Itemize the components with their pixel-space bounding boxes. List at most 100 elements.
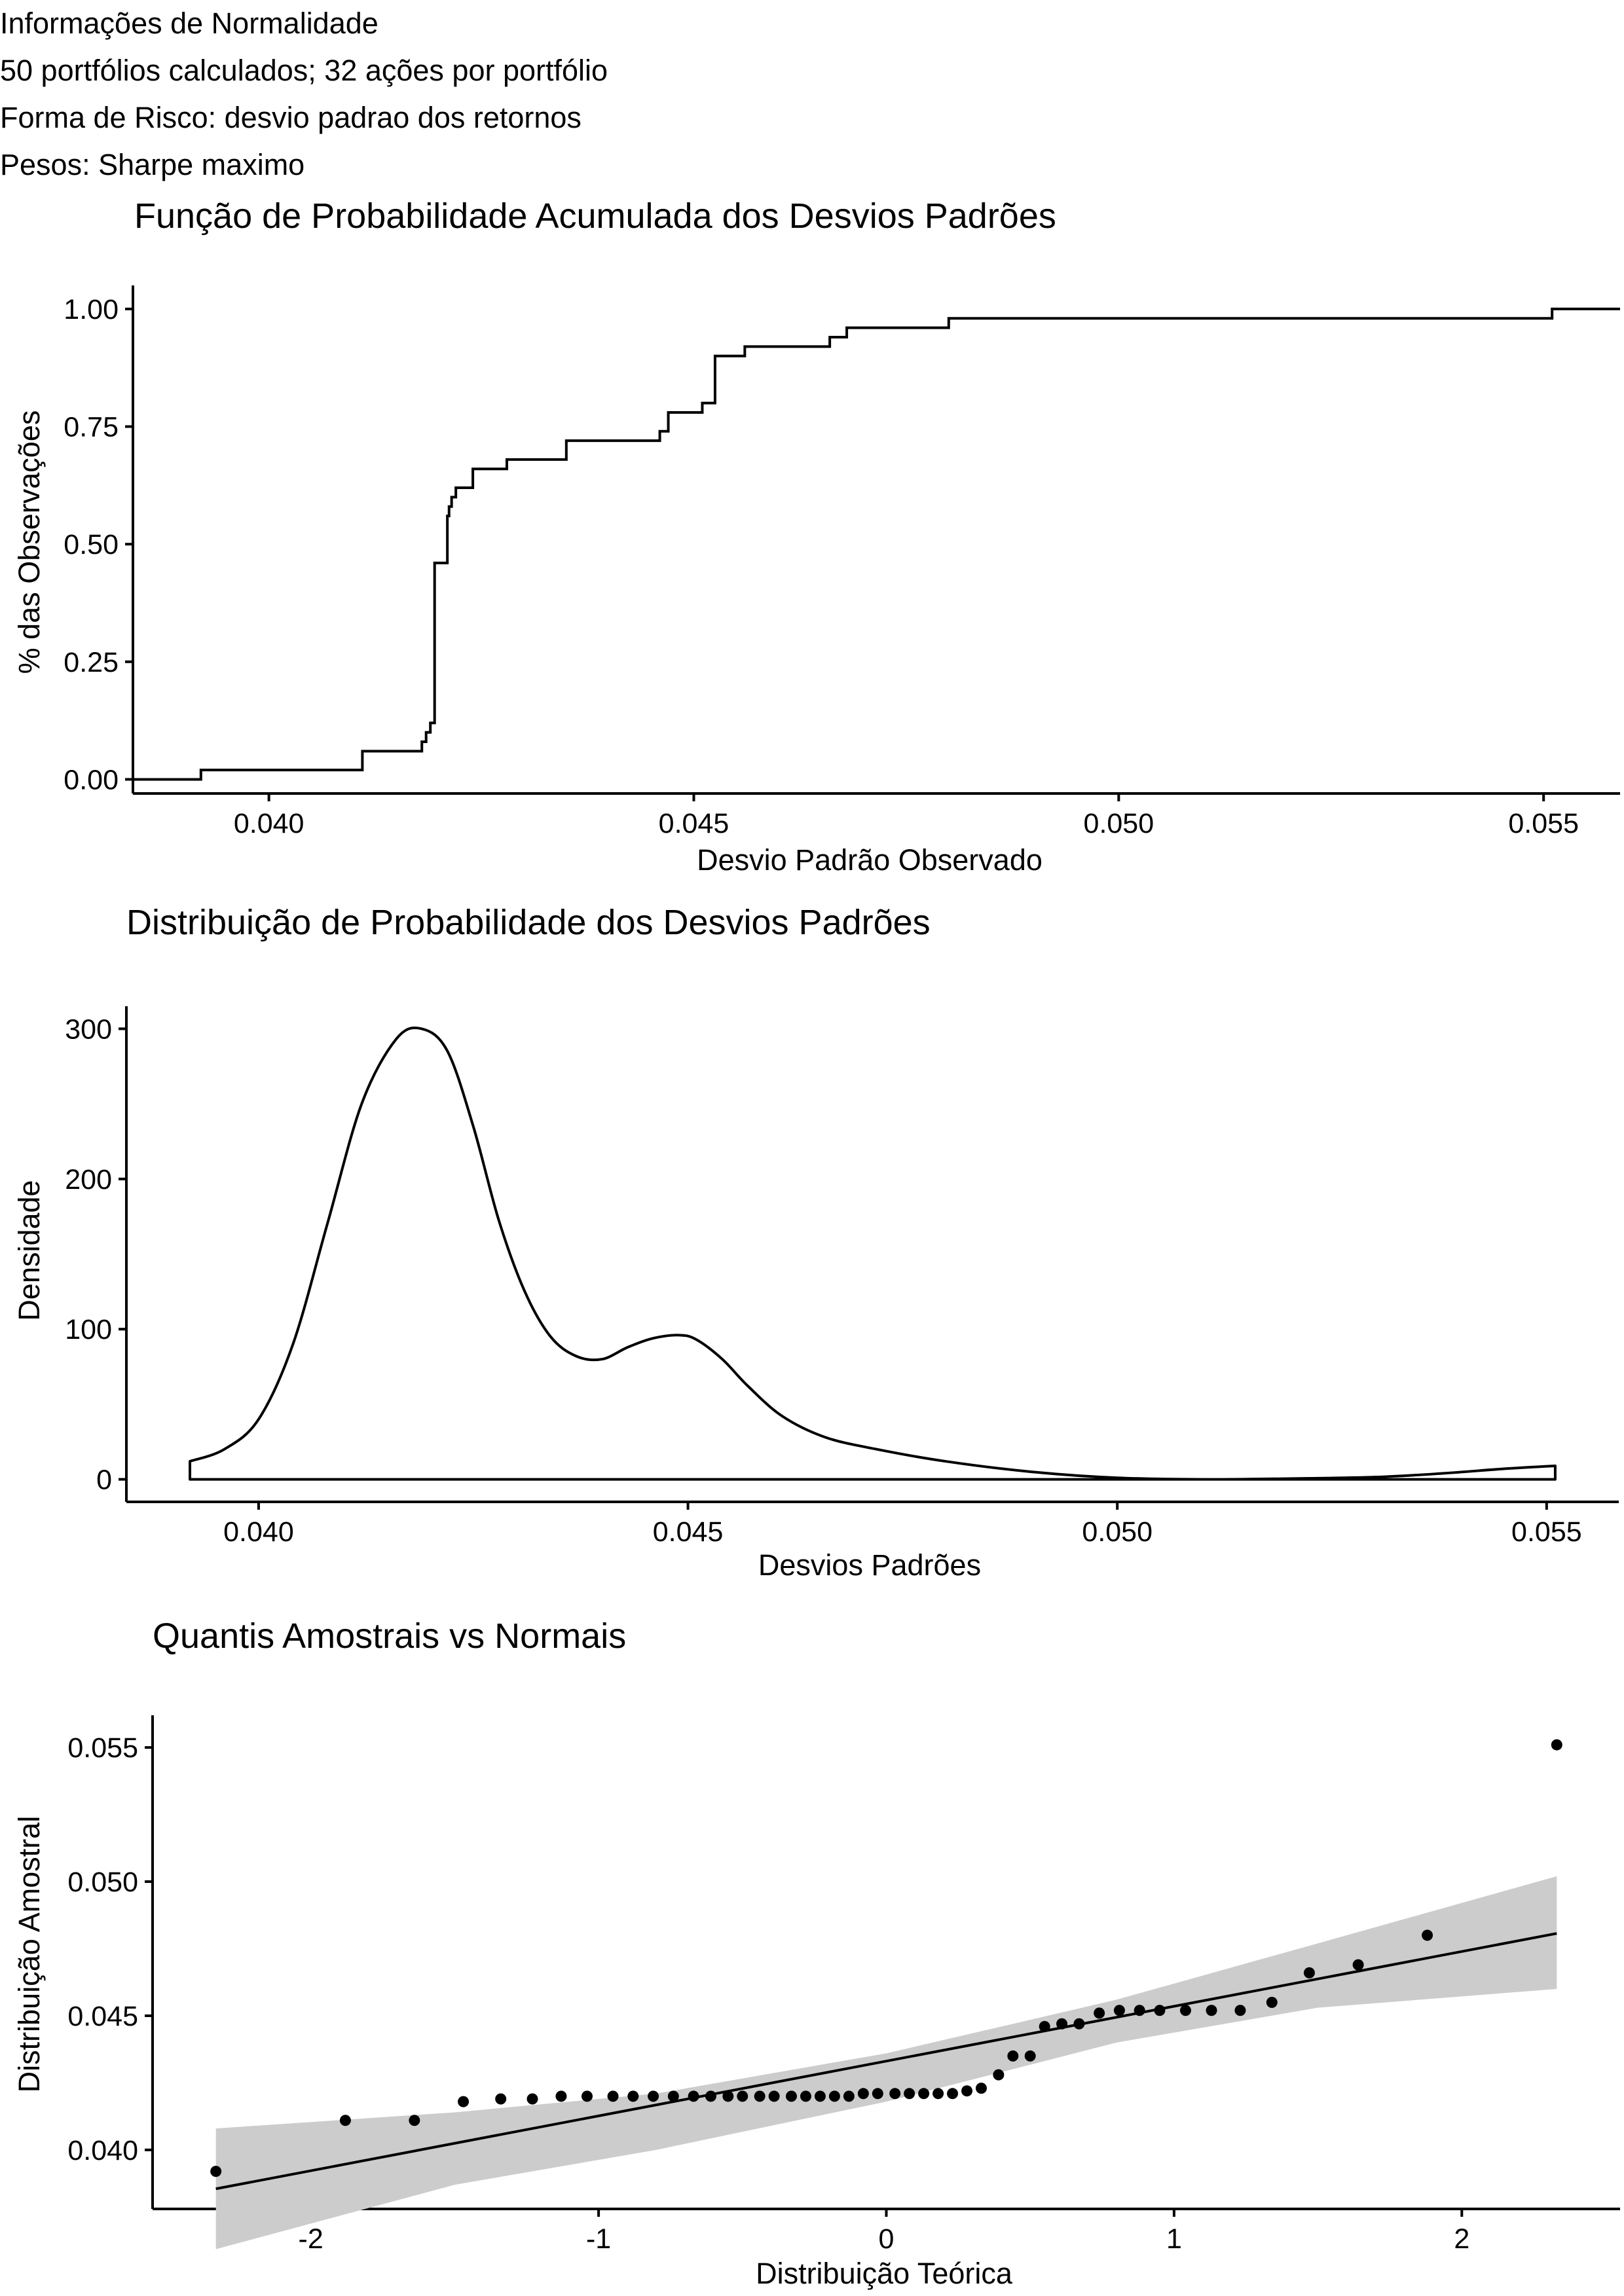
qq-chart: Quantis Amostrais vs Normais Distribuiçã… (12, 1616, 1620, 2290)
info-portfolios: 50 portfólios calculados; 32 ações por p… (0, 54, 608, 87)
density-x-tick-label: 0.040 (223, 1516, 294, 1548)
qq-point (1234, 2005, 1246, 2016)
qq-point (904, 2088, 915, 2100)
qq-point (768, 2090, 780, 2102)
qq-y-axis-label: Distribuição Amostral (12, 1816, 46, 2093)
qq-point (1134, 2005, 1145, 2016)
qq-point (800, 2090, 811, 2102)
info-risk-form: Forma de Risco: desvio padrao dos retorn… (0, 101, 581, 134)
qq-point (1113, 2005, 1125, 2016)
qq-point (785, 2090, 797, 2102)
qq-point (843, 2090, 855, 2102)
ecdf-x-tick-label: 0.055 (1508, 808, 1579, 839)
density-x-tick-label: 0.050 (1082, 1516, 1153, 1548)
qq-reference-line (215, 1932, 1557, 2191)
qq-title: Quantis Amostrais vs Normais (153, 1616, 626, 1656)
qq-point (627, 2090, 639, 2102)
qq-y-tick-label: 0.055 (67, 1732, 138, 1764)
ecdf-y-tick-label: 0.75 (64, 412, 119, 443)
qq-point (1303, 1967, 1315, 1978)
density-title: Distribuição de Probabilidade dos Desvio… (126, 903, 931, 942)
qq-axes: -2 -1 0 1 2 0.040 0.045 0.050 0.055 (67, 1715, 1620, 2255)
qq-point (581, 2090, 593, 2102)
info-title: Informações de Normalidade (0, 7, 378, 40)
ecdf-x-tick-label: 0.045 (659, 808, 729, 839)
qq-x-tick-label: -2 (299, 2223, 323, 2255)
qq-point (754, 2090, 766, 2102)
density-x-tick-label: 0.045 (653, 1516, 724, 1548)
qq-point (828, 2090, 840, 2102)
ecdf-marks (133, 307, 1620, 781)
qq-point (607, 2090, 619, 2102)
ecdf-y-tick-label: 0.25 (64, 647, 119, 678)
qq-point (1024, 2050, 1036, 2062)
qq-point (1266, 1996, 1278, 2008)
qq-x-axis-label: Distribuição Teórica (756, 2257, 1013, 2290)
density-x-axis-label: Desvios Padrões (758, 1548, 981, 1582)
ecdf-axes: 0.040 0.045 0.050 0.055 0.00 0.25 0.50 0.75 1.00 (64, 285, 1620, 839)
qq-point (339, 2115, 351, 2126)
qq-point (857, 2088, 869, 2100)
ecdf-y-axis-label: % das Observações (12, 410, 46, 674)
density-y-tick-label: 100 (65, 1314, 112, 1345)
qq-point (648, 2090, 659, 2102)
qq-point (1551, 1739, 1562, 1751)
density-axes: 0.040 0.045 0.050 0.055 0 100 200 300 (65, 1006, 1619, 1548)
qq-point (918, 2088, 930, 2100)
qq-point (993, 2069, 1005, 2081)
qq-point (1206, 2005, 1217, 2016)
ecdf-x-tick-label: 0.050 (1084, 808, 1154, 839)
qq-point (1154, 2005, 1166, 2016)
ecdf-title: Função de Probabilidade Acumulada dos De… (134, 196, 1056, 236)
ecdf-x-tick-label: 0.040 (234, 808, 304, 839)
density-y-tick-label: 0 (96, 1465, 112, 1496)
qq-point (1039, 2020, 1050, 2032)
ecdf-y-tick-label: 0.00 (64, 764, 119, 795)
qq-confidence-band (215, 1876, 1557, 2250)
ecdf-y-tick-label: 0.50 (64, 529, 119, 560)
qq-y-tick-label: 0.045 (67, 2001, 138, 2032)
qq-point (458, 2096, 470, 2107)
qq-point (814, 2090, 826, 2102)
qq-point (932, 2088, 944, 2100)
qq-point (737, 2090, 748, 2102)
qq-point (705, 2090, 716, 2102)
density-x-tick-label: 0.055 (1511, 1516, 1582, 1548)
qq-point (1352, 1959, 1364, 1971)
info-weights: Pesos: Sharpe maximo (0, 148, 305, 181)
qq-point (947, 2088, 959, 2100)
qq-x-tick-label: 2 (1454, 2223, 1469, 2255)
qq-x-tick-label: 1 (1166, 2223, 1182, 2255)
qq-point (409, 2115, 420, 2126)
density-chart: Distribuição de Probabilidade dos Desvio… (12, 903, 1619, 1582)
qq-point (1422, 1929, 1433, 1941)
qq-y-tick-label: 0.040 (67, 2135, 138, 2166)
qq-point (889, 2088, 901, 2100)
qq-x-tick-label: 0 (879, 2223, 895, 2255)
qq-point (526, 2093, 538, 2105)
qq-point (210, 2166, 222, 2178)
qq-y-tick-label: 0.050 (67, 1867, 138, 1898)
qq-marks (210, 1739, 1562, 2250)
ecdf-x-axis-label: Desvio Padrão Observado (697, 843, 1043, 877)
qq-point (1179, 2005, 1191, 2016)
qq-point (722, 2090, 734, 2102)
density-y-tick-label: 200 (65, 1164, 112, 1195)
qq-point (976, 2083, 987, 2094)
qq-point (495, 2093, 507, 2105)
qq-point (667, 2090, 679, 2102)
qq-point (688, 2090, 699, 2102)
density-y-axis-label: Densidade (12, 1180, 46, 1321)
density-marks (189, 1026, 1557, 1481)
density-y-tick-label: 300 (65, 1013, 112, 1045)
ecdf-y-tick-label: 1.00 (64, 294, 119, 325)
normality-info: Informações de Normalidade 50 portfólios… (0, 0, 608, 189)
qq-point (1056, 2018, 1068, 2030)
ecdf-chart: Função de Probabilidade Acumulada dos De… (12, 196, 1620, 877)
qq-point (1073, 2018, 1085, 2030)
qq-point (961, 2085, 973, 2097)
density-curve (189, 1026, 1557, 1481)
ecdf-step-line (133, 307, 1620, 781)
qq-x-tick-label: -1 (586, 2223, 611, 2255)
